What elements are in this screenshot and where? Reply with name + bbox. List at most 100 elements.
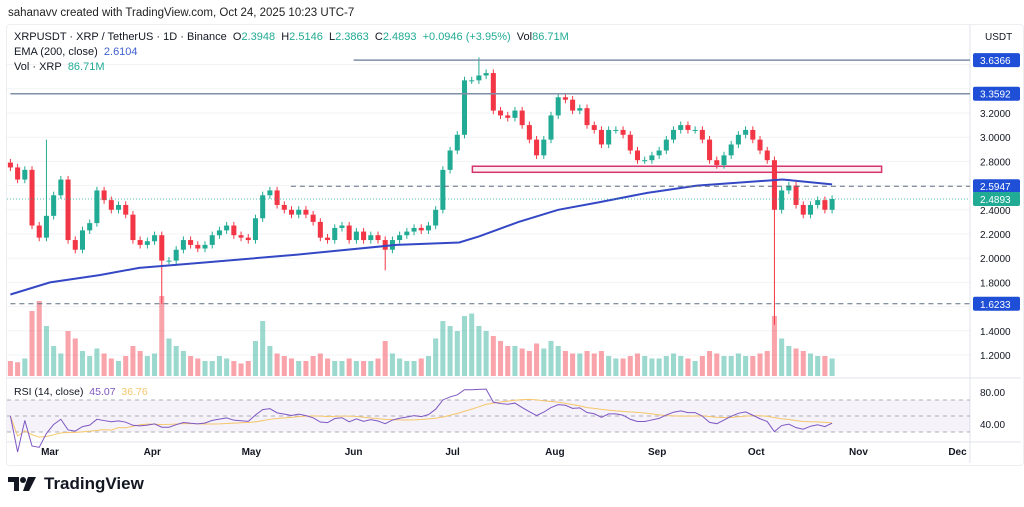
price-label-text: 3.6366 — [980, 56, 1011, 67]
candle-body — [216, 230, 222, 236]
volume-bar — [562, 351, 568, 376]
candle-body — [743, 129, 749, 135]
candle-body — [137, 240, 143, 245]
rsi-line — [9, 388, 833, 453]
ema-label: EMA (200, close) — [14, 46, 98, 58]
candle-body — [699, 129, 705, 140]
volume-bar — [346, 358, 352, 376]
candle-body — [123, 204, 129, 215]
volume-bar — [454, 331, 460, 376]
candle-body — [707, 139, 713, 161]
candle-body — [476, 75, 482, 81]
volume-bar — [87, 356, 93, 376]
volume-bar — [692, 361, 698, 376]
candle-body — [793, 185, 799, 205]
candle-body — [815, 200, 821, 205]
volume-bar — [317, 353, 323, 376]
candle-body — [115, 204, 122, 210]
candle-body — [209, 235, 215, 245]
volume-bar — [779, 338, 785, 376]
price-label-text: 1.6233 — [980, 300, 1011, 311]
candle-body — [252, 218, 258, 241]
time-tick-label: Apr — [144, 447, 161, 458]
volume-bar — [108, 358, 114, 376]
volume-bar — [368, 361, 374, 376]
candle-body — [779, 190, 785, 210]
candle-body — [498, 110, 504, 116]
candle-body — [469, 80, 475, 82]
candle-body — [663, 139, 669, 151]
volume-bar — [786, 346, 792, 376]
volume-bar — [101, 353, 107, 376]
volume-label: Vol · XRP — [14, 61, 62, 73]
candle-body — [620, 129, 626, 135]
high-value: 2.5146 — [289, 31, 323, 43]
candle-body — [598, 129, 604, 145]
volume-bar — [433, 338, 439, 376]
volume-bar — [570, 353, 576, 376]
volume-bar — [51, 346, 57, 376]
tradingview-logo[interactable]: TradingView — [8, 474, 144, 494]
candle-body — [577, 108, 583, 111]
candle-body — [87, 223, 93, 231]
volume-legend[interactable]: Vol · XRP 86.71M — [14, 61, 105, 73]
time-tick-label: Dec — [948, 447, 967, 458]
volume-bar — [642, 356, 648, 376]
ema-200-line — [10, 178, 833, 296]
volume-bar — [231, 361, 237, 376]
rsi-legend[interactable]: RSI (14, close) 45.07 36.76 — [14, 386, 148, 398]
volume-bar — [807, 353, 813, 376]
symbol-title[interactable]: XRPUSDT · XRP / TetherUS · 1D · Binance — [14, 31, 227, 43]
price-label-badge — [973, 296, 1020, 311]
volume-bar — [94, 348, 100, 376]
candle-body — [274, 190, 280, 205]
time-tick-label: Jul — [445, 447, 460, 458]
rsi-ma-line — [9, 398, 833, 438]
volume-bar — [36, 301, 42, 376]
volume-bar — [310, 356, 316, 376]
candle-body — [685, 125, 691, 130]
candle-body — [202, 244, 208, 249]
ema-legend[interactable]: EMA (200, close) 2.6104 — [14, 46, 138, 58]
price-label-text: 2.4893 — [980, 195, 1011, 206]
candle-body — [368, 235, 374, 241]
volume-bar — [815, 356, 821, 376]
candle-body — [548, 115, 554, 140]
volume-bar — [130, 346, 136, 376]
volume-bar — [671, 353, 677, 376]
candle-body — [332, 227, 338, 241]
time-tick-label: Aug — [545, 447, 564, 458]
candle-body — [634, 150, 641, 161]
candle-body — [418, 227, 424, 231]
candle-body — [555, 97, 561, 116]
candle-body — [750, 129, 756, 140]
price-tick-label: 1.4000 — [980, 327, 1011, 338]
candle-body — [339, 225, 345, 228]
candle-body — [152, 235, 158, 242]
volume-bar — [793, 348, 799, 376]
time-tick-label: Jun — [345, 447, 363, 458]
volume-bar — [606, 356, 612, 376]
low-value: 2.3863 — [335, 31, 369, 43]
candle-body — [310, 214, 316, 222]
volume-bar — [728, 356, 734, 376]
candle-body — [721, 155, 727, 166]
price-label-badge — [973, 86, 1020, 101]
volume-bar — [288, 358, 295, 376]
volume-bar — [339, 361, 345, 376]
volume-bar — [469, 313, 475, 376]
time-tick-label: May — [242, 447, 262, 458]
price-label-text: 3.3592 — [980, 90, 1011, 101]
volume-bar — [195, 358, 201, 376]
price-tick-label: 3.0000 — [980, 133, 1011, 144]
volume-bar — [483, 331, 489, 376]
candle-body — [231, 225, 237, 236]
candle-body — [735, 134, 741, 145]
candle-body — [267, 190, 273, 196]
volume-bar — [137, 351, 143, 376]
volume-bar — [476, 326, 482, 376]
price-tick-label: 2.2000 — [980, 230, 1011, 241]
volume-bar — [598, 351, 604, 376]
volume-bar — [224, 358, 230, 376]
